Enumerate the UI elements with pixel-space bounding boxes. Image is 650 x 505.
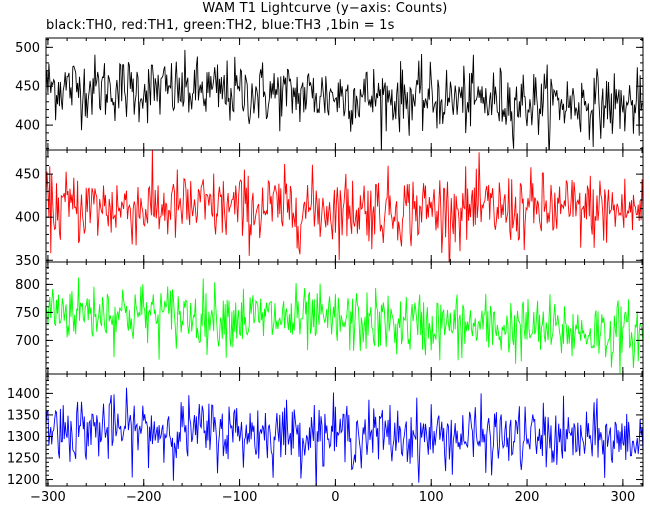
series-line-th2 (46, 277, 643, 374)
y-tick-label: 500 (15, 41, 40, 56)
y-tick-label: 450 (15, 168, 40, 183)
y-tick-label: 1250 (7, 452, 40, 467)
y-tick-label: 800 (15, 278, 40, 293)
x-tick-label: −100 (222, 490, 258, 505)
y-tick-label: 750 (15, 306, 40, 321)
y-tick-label: 1300 (7, 430, 40, 445)
y-tick-label: 400 (15, 119, 40, 134)
x-tick-label: 100 (419, 490, 444, 505)
y-tick-label: 450 (15, 80, 40, 95)
y-tick-label: 1200 (7, 473, 40, 488)
chart-title: WAM T1 Lightcurve (y−axis: Counts) (202, 1, 448, 16)
x-tick-label: −200 (126, 490, 162, 505)
y-tick-label: 700 (15, 334, 40, 349)
chart-subtitle: black:TH0, red:TH1, green:TH2, blue:TH3 … (46, 18, 395, 33)
y-tick-label: 1350 (7, 408, 40, 423)
x-tick-label: 0 (331, 490, 339, 505)
y-tick-label: 350 (15, 254, 40, 269)
y-tick-label: 400 (15, 211, 40, 226)
series-line-th3 (46, 387, 643, 486)
panel-frame-th3 (45, 373, 644, 487)
x-tick-label: −300 (30, 490, 66, 505)
x-tick-label: 300 (610, 490, 635, 505)
x-tick-label: 200 (515, 490, 540, 505)
series-line-th1 (46, 150, 643, 262)
y-tick-label: 1400 (7, 387, 40, 402)
series-line-th0 (46, 49, 643, 150)
